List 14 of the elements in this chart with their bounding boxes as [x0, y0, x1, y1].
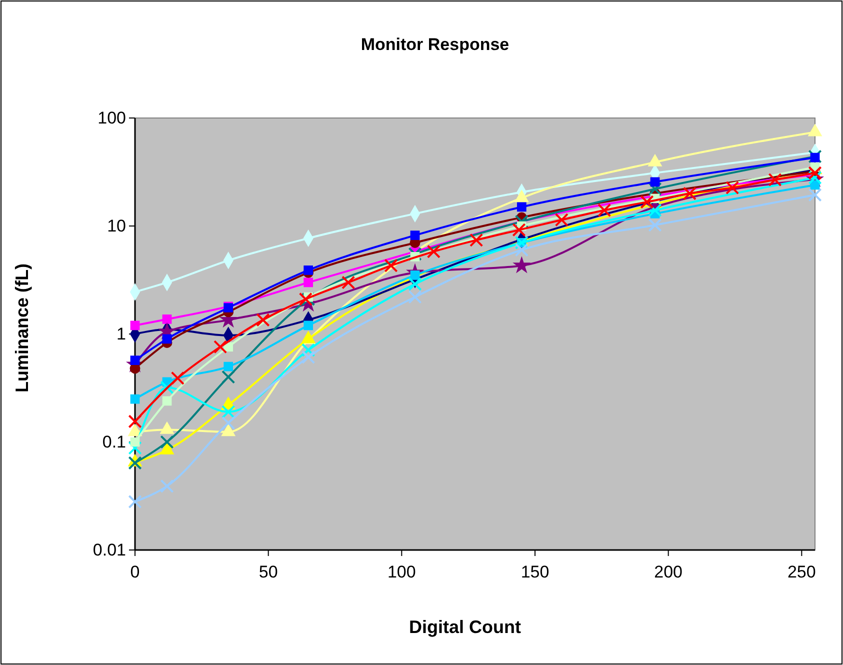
y-tick-label: 10	[107, 216, 126, 236]
y-tick-label: 100	[98, 108, 126, 128]
x-tick-label: 100	[387, 562, 416, 582]
y-tick-label: 0.01	[92, 540, 126, 560]
x-tick-label: 50	[258, 562, 278, 582]
y-axis-title: Luminance (fL)	[12, 263, 32, 392]
y-tick-label: 1	[116, 324, 126, 344]
x-axis-title: Digital Count	[409, 617, 521, 637]
x-tick-label: 150	[520, 562, 550, 582]
x-tick-label: 200	[654, 562, 683, 582]
x-tick-label: 250	[787, 562, 816, 582]
x-tick-label: 0	[130, 562, 140, 582]
y-tick-label: 0.1	[102, 432, 126, 452]
chart-title: Monitor Response	[360, 35, 510, 54]
